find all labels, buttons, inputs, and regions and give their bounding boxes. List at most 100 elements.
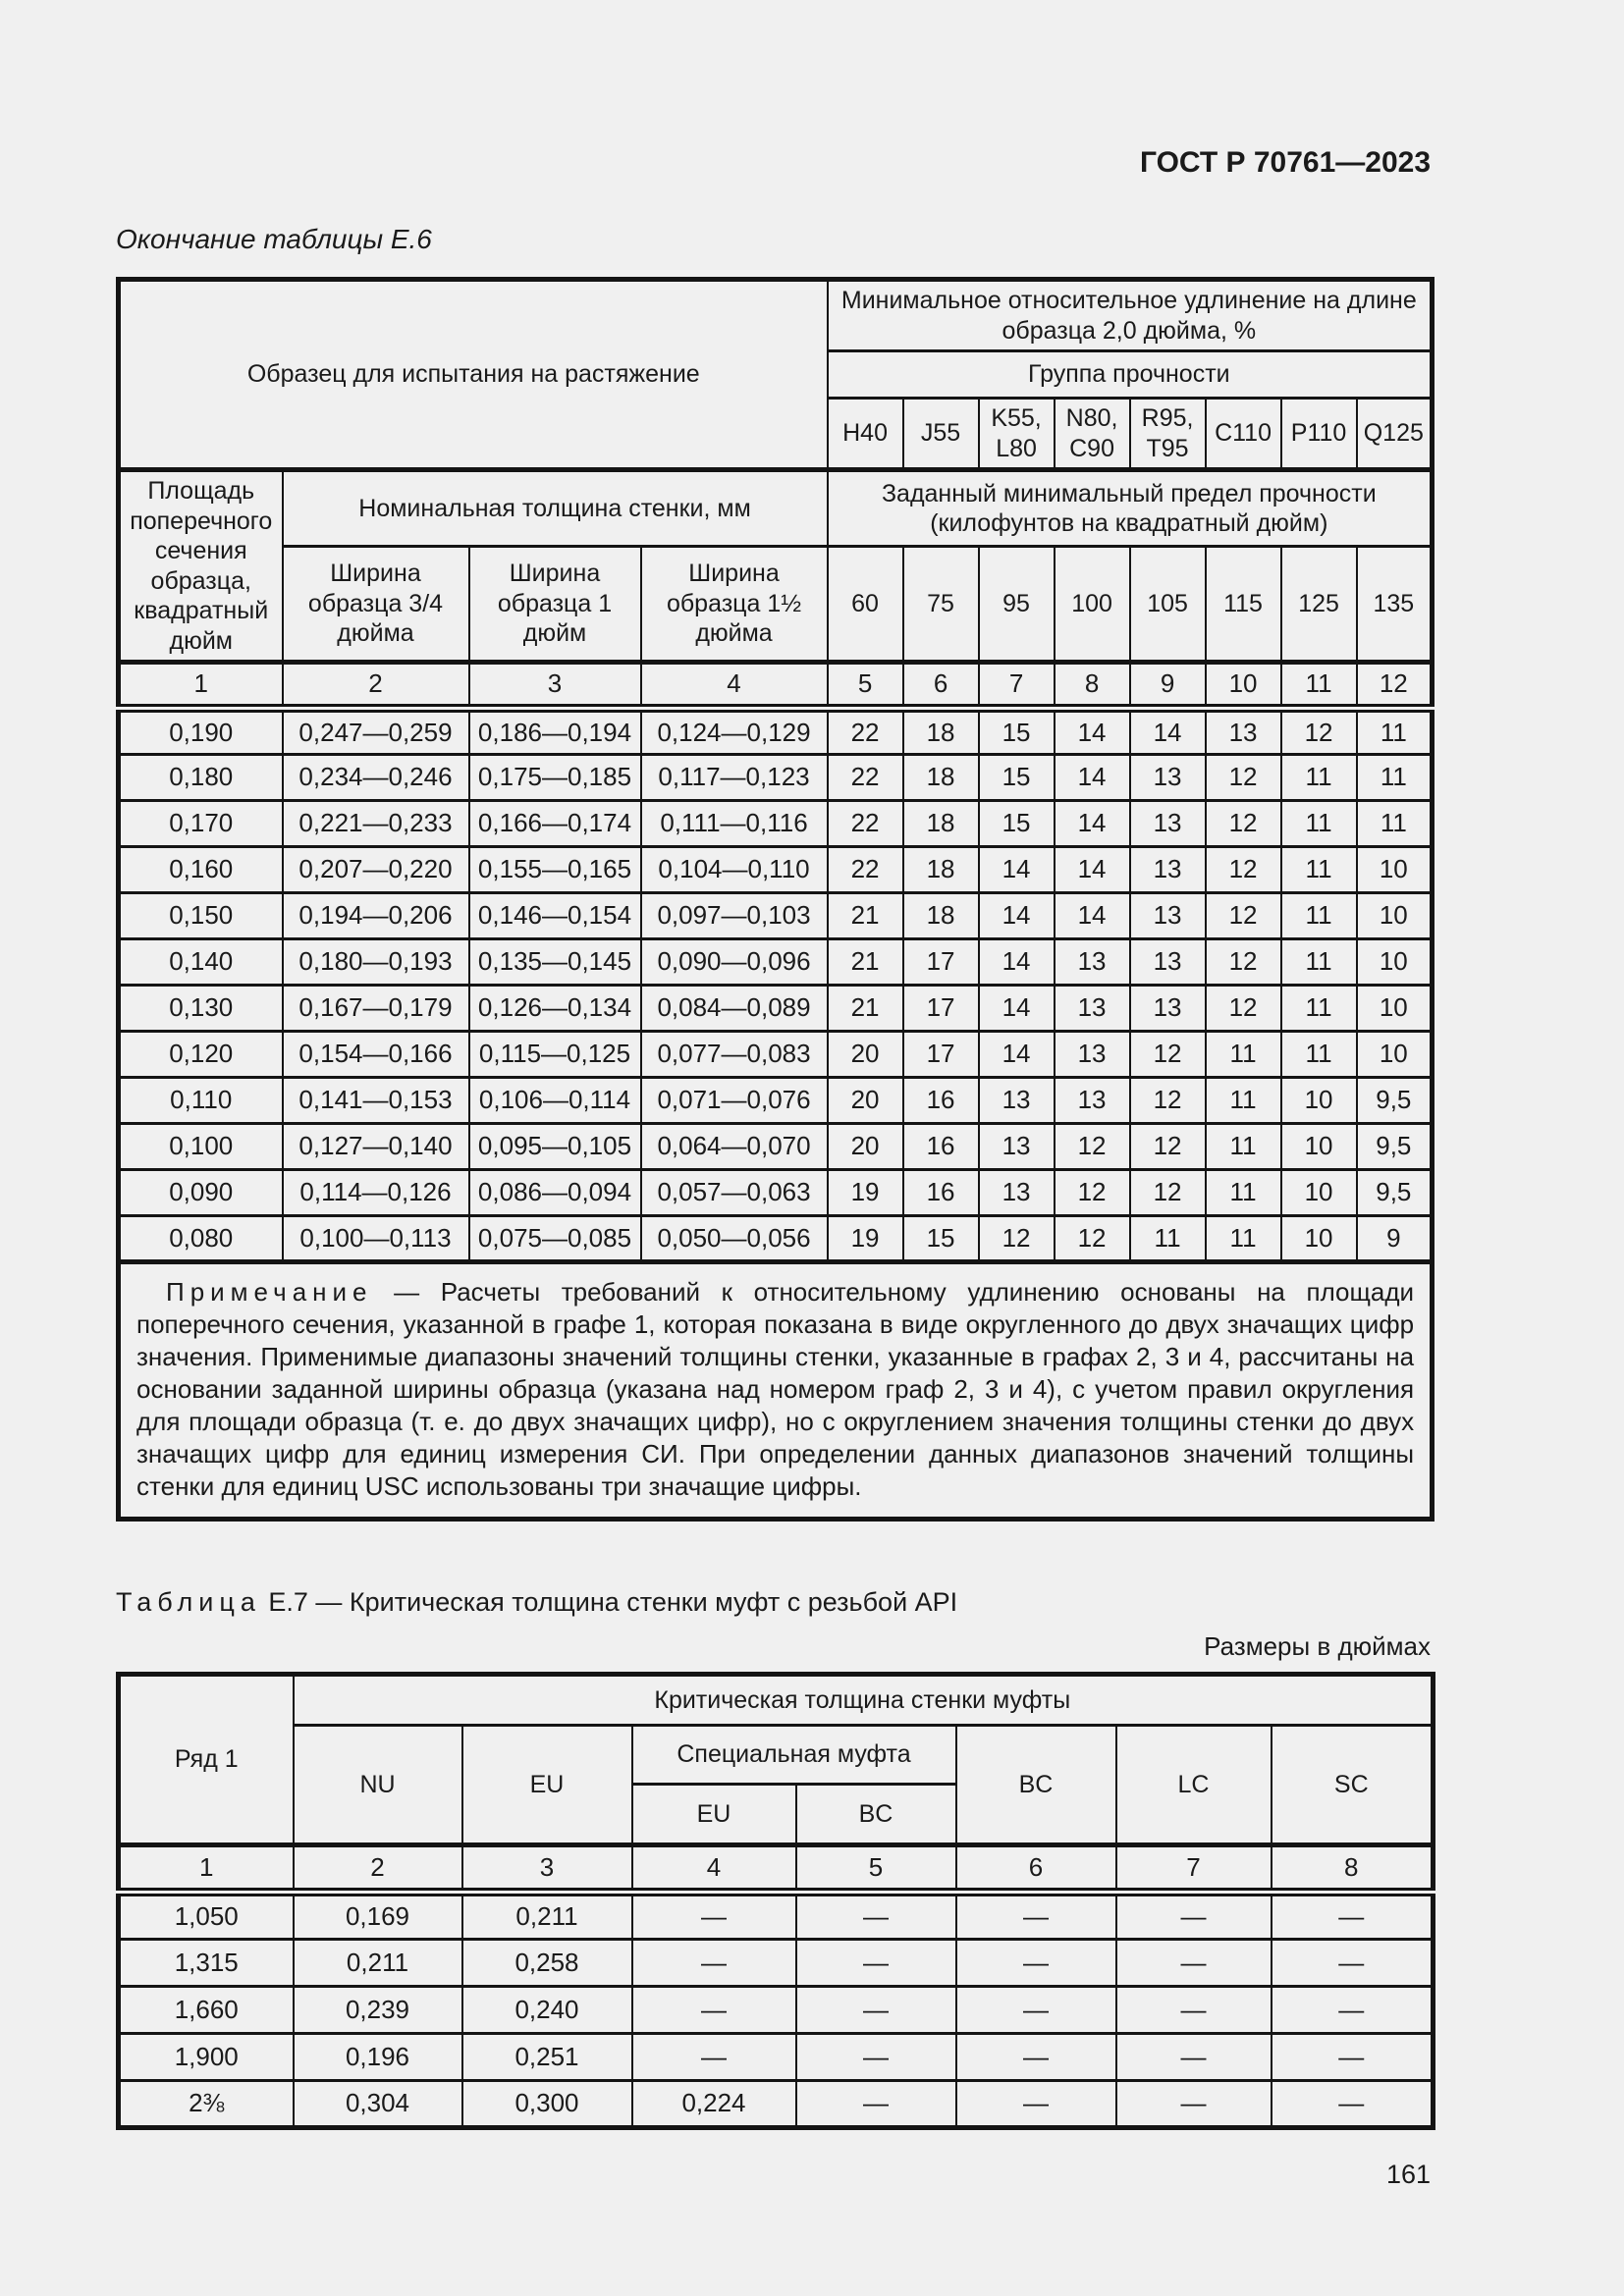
table-cell: 12 bbox=[1204, 845, 1282, 894]
table-cell: 1,315 bbox=[117, 1938, 295, 1988]
table-cell: 0,175—0,185 bbox=[467, 753, 642, 802]
table-cell: 0,090 bbox=[117, 1168, 284, 1217]
table-cell: 1,900 bbox=[117, 2032, 295, 2082]
header-min-elongation: Минимальное относительное удлинение на д… bbox=[826, 278, 1434, 352]
header-bc: BC bbox=[954, 1724, 1117, 1846]
table-cell: 14 bbox=[977, 845, 1056, 894]
table-cell: 9,5 bbox=[1355, 1122, 1434, 1171]
table-cell: 13 bbox=[1128, 891, 1207, 940]
table-cell: 13 bbox=[1053, 1076, 1131, 1125]
table-cell: 13 bbox=[1128, 937, 1207, 987]
table-cell: 14 bbox=[1128, 707, 1207, 756]
table-cell: 11 bbox=[1355, 753, 1434, 802]
table-e7-body: 1,050 0,169 0,211 — — — — — 1,315 0,211 … bbox=[117, 1891, 1435, 2129]
table-cell: 12 bbox=[1204, 891, 1282, 940]
table-row: 0,120 0,154—0,166 0,115—0,125 0,077—0,08… bbox=[117, 1030, 1434, 1079]
table-cell: 22 bbox=[826, 799, 904, 848]
table-cell: — bbox=[794, 1891, 957, 1941]
table-cell: 22 bbox=[826, 753, 904, 802]
table-e7-caption-text: Е.7 — Критическая толщина стенки муфт с … bbox=[260, 1587, 958, 1617]
table-cell: — bbox=[630, 2032, 797, 2082]
table-cell: 0,224 bbox=[630, 2079, 797, 2129]
header-row: Группа прочности bbox=[119, 349, 1434, 400]
table-cell: 0,126—0,134 bbox=[467, 984, 642, 1033]
header-width-34: Ширина образца 3/4 дюйма bbox=[281, 545, 470, 664]
table-cell: 11 bbox=[1204, 1122, 1282, 1171]
table-cell: 19 bbox=[826, 1214, 904, 1263]
table-row: 1,660 0,239 0,240 — — — — — bbox=[117, 1985, 1435, 2035]
table-cell: 0,258 bbox=[460, 1938, 633, 1988]
col-number: 6 bbox=[901, 660, 980, 713]
table-row: 1,900 0,196 0,251 — — — — — bbox=[117, 2032, 1435, 2082]
table-cell: 11 bbox=[1279, 891, 1358, 940]
table-cell: 0,100 bbox=[117, 1122, 284, 1171]
table-cell: 14 bbox=[977, 984, 1056, 1033]
table-cell: — bbox=[794, 2079, 957, 2129]
table-row: 0,080 0,100—0,113 0,075—0,085 0,050—0,05… bbox=[117, 1214, 1434, 1263]
table-cell: 0,095—0,105 bbox=[467, 1122, 642, 1171]
table-cell: 14 bbox=[977, 891, 1056, 940]
table-row: 0,180 0,234—0,246 0,175—0,185 0,117—0,12… bbox=[117, 753, 1434, 802]
table-row: 0,150 0,194—0,206 0,146—0,154 0,097—0,10… bbox=[117, 891, 1434, 940]
table-cell: 0,057—0,063 bbox=[639, 1168, 829, 1217]
table-cell: 13 bbox=[1128, 845, 1207, 894]
table-cell: 0,160 bbox=[117, 845, 284, 894]
header-eu: EU bbox=[460, 1724, 633, 1846]
header-sc: SC bbox=[1270, 1724, 1435, 1846]
table-cell: 10 bbox=[1279, 1122, 1358, 1171]
table-cell: — bbox=[630, 1891, 797, 1941]
header-width-15: Ширина образца 1½ дюйма bbox=[639, 545, 829, 664]
table-cell: 0,234—0,246 bbox=[281, 753, 470, 802]
table-cell: 12 bbox=[977, 1214, 1056, 1263]
table-cell: 9,5 bbox=[1355, 1168, 1434, 1217]
table-cell: 15 bbox=[977, 753, 1056, 802]
col-number: 9 bbox=[1128, 660, 1207, 713]
header-group-q125: Q125 bbox=[1355, 397, 1434, 471]
table-cell: 11 bbox=[1279, 845, 1358, 894]
table-cell: 0,196 bbox=[292, 2032, 463, 2082]
header-group-r95-t95: R95, T95 bbox=[1128, 397, 1207, 471]
table-cell: 9,5 bbox=[1355, 1076, 1434, 1125]
table-cell: 0,155—0,165 bbox=[467, 845, 642, 894]
table-cell: 14 bbox=[1053, 753, 1131, 802]
header-special-eu: EU bbox=[630, 1783, 797, 1846]
table-cell: — bbox=[794, 1938, 957, 1988]
table-cell: 12 bbox=[1128, 1168, 1207, 1217]
table-cell: 0,167—0,179 bbox=[281, 984, 470, 1033]
header-row: Ряд 1 Критическая толщина стенки муфты bbox=[117, 1673, 1435, 1846]
table-cell: — bbox=[954, 1985, 1117, 2035]
table-cell: 18 bbox=[901, 891, 980, 940]
table-cell: 14 bbox=[977, 1030, 1056, 1079]
table-cell: 18 bbox=[901, 753, 980, 802]
table-cell: 13 bbox=[1053, 937, 1131, 987]
table-cell: 14 bbox=[977, 937, 1056, 987]
col-number: 3 bbox=[460, 1842, 633, 1896]
table-cell: — bbox=[794, 2032, 957, 2082]
table-row: 0,190 0,247—0,259 0,186—0,194 0,124—0,12… bbox=[117, 707, 1434, 756]
header-row: Образец для испытания на растяжение Мини… bbox=[117, 278, 1434, 471]
table-e7-caption-label: Таблица bbox=[116, 1587, 261, 1617]
table-cell: 14 bbox=[1053, 707, 1131, 756]
table-cell: 11 bbox=[1204, 1076, 1282, 1125]
table-cell: — bbox=[1114, 2079, 1272, 2129]
table-cell: 0,211 bbox=[460, 1891, 633, 1941]
table-cell: 0,084—0,089 bbox=[639, 984, 829, 1033]
table-cell: 16 bbox=[901, 1168, 980, 1217]
header-min-strength: Заданный минимальный предел прочности (к… bbox=[826, 466, 1434, 549]
table-cell: 20 bbox=[826, 1076, 904, 1125]
header-nu: NU bbox=[292, 1724, 463, 1846]
table-cell: 0,211 bbox=[292, 1938, 463, 1988]
table-cell: — bbox=[1270, 1891, 1435, 1941]
header-group-k55-l80: K55, L80 bbox=[977, 397, 1056, 471]
table-cell: 15 bbox=[977, 799, 1056, 848]
table-cell: 0,090—0,096 bbox=[639, 937, 829, 987]
col-number: 7 bbox=[977, 660, 1056, 713]
table-cell: 11 bbox=[1279, 799, 1358, 848]
table-cell: 0,104—0,110 bbox=[639, 845, 829, 894]
table-cell: 13 bbox=[1053, 984, 1131, 1033]
table-row: 0,160 0,207—0,220 0,155—0,165 0,104—0,11… bbox=[117, 845, 1434, 894]
table-cell: 12 bbox=[1204, 799, 1282, 848]
table-cell: — bbox=[954, 2032, 1117, 2082]
table-cell: 15 bbox=[901, 1214, 980, 1263]
table-note: Примечание — Расчеты требований к относи… bbox=[117, 1259, 1434, 1521]
